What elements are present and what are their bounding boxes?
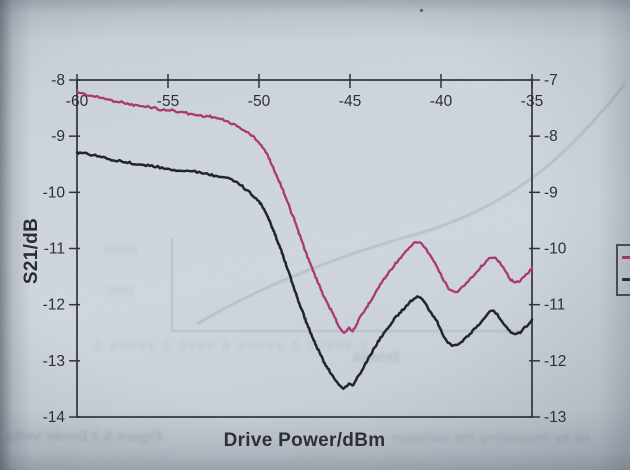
y-tick-label-right: -7 <box>544 72 558 89</box>
x-tick-label: -45 <box>339 93 361 110</box>
y-tick-label-left: -13 <box>43 353 65 370</box>
legend-box <box>616 244 630 296</box>
ghost-chart-lines <box>171 83 626 332</box>
series-upper-pink-curve <box>75 90 534 334</box>
x-tick-label: -35 <box>521 93 543 110</box>
y-tick-label-right: -8 <box>544 128 558 145</box>
y-tick-label-right: -12 <box>544 353 566 370</box>
x-tick-label: -40 <box>430 93 453 110</box>
x-tick-label: -55 <box>157 93 179 110</box>
y-tick-label-left: -10 <box>43 184 66 201</box>
y-tick-label-right: -9 <box>544 184 558 201</box>
y-tick-label-left: -9 <box>51 128 65 145</box>
y-tick-label-right: -10 <box>544 241 567 258</box>
dust-speck <box>420 9 423 12</box>
y-tick-label-right: -11 <box>544 297 565 314</box>
series-lower-black-curve <box>75 150 534 390</box>
y-tick-label-right: -13 <box>544 409 566 426</box>
legend-line-series-2 <box>622 278 630 281</box>
x-tick-label: -50 <box>248 93 271 110</box>
y-tick-label-left: -11 <box>44 241 65 258</box>
y-tick-label-left: -8 <box>51 72 65 89</box>
legend-line-series-1 <box>622 256 630 259</box>
y-axis-title: S21/dB <box>21 217 42 285</box>
y-tick-label-left: -12 <box>43 297 65 314</box>
x-axis-title: Drive Power/dBm <box>223 430 386 451</box>
y-tick-label-left: -14 <box>43 409 66 426</box>
ghost-axes <box>171 238 520 332</box>
